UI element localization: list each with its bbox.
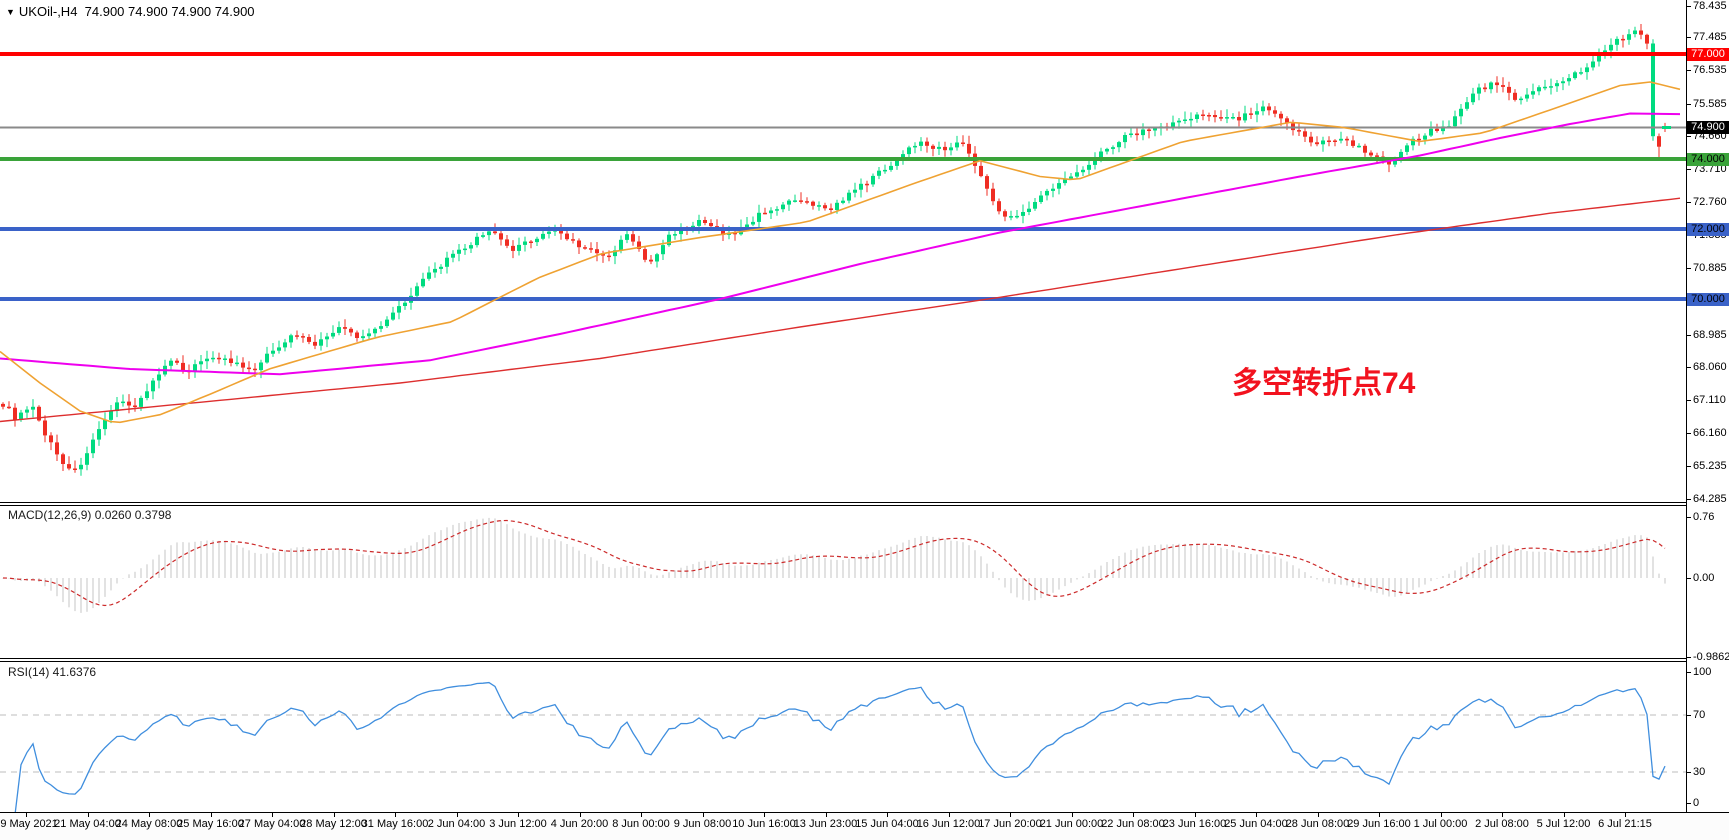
- time-tick: [1133, 813, 1134, 817]
- time-tick: [702, 813, 704, 817]
- macd-canvas[interactable]: [0, 506, 1686, 658]
- price-level-badge: 70.000: [1687, 292, 1729, 306]
- macd-tick-label: -0.9862: [1686, 650, 1729, 663]
- time-tick: [1071, 813, 1073, 817]
- time-tick: [26, 813, 27, 817]
- price-tick-label: 66.160: [1687, 427, 1727, 440]
- price-axis[interactable]: 78.435 77.485 76.535 75.585 74.660 73.710 72.7…: [1686, 0, 1729, 812]
- time-tick-label: 21 May 04:00: [54, 818, 121, 830]
- time-tick-label: 2 Jul 08:00: [1475, 818, 1529, 830]
- time-tick: [1563, 813, 1565, 817]
- chart-annotation-text: 多空转折点74: [1232, 367, 1416, 400]
- time-tick-label: 25 Jun 04:00: [1224, 818, 1288, 830]
- price-tick-label: 70.885: [1687, 262, 1727, 275]
- time-tick: [825, 813, 827, 817]
- time-tick-label: 8 Jun 00:00: [612, 818, 670, 830]
- panel-separator[interactable]: [0, 502, 1729, 506]
- price-level-badge: 74.900: [1687, 121, 1729, 134]
- price-chart-canvas[interactable]: [0, 0, 1686, 502]
- time-tick-label: 23 Jun 16:00: [1162, 818, 1227, 830]
- price-tick-label: 76.535: [1687, 64, 1727, 77]
- price-tick-label: 77.485: [1687, 31, 1727, 44]
- time-tick-label: 25 May 16:00: [177, 818, 244, 830]
- price-tick-label: 68.985: [1687, 328, 1727, 341]
- time-tick: [948, 813, 950, 817]
- time-tick: [579, 813, 581, 817]
- price-tick-label: 68.060: [1687, 360, 1727, 373]
- time-tick-label: 6 Jul 21:15: [1598, 818, 1652, 830]
- time-tick-label: 5 Jul 12:00: [1536, 818, 1591, 830]
- time-tick: [272, 813, 273, 817]
- time-tick: [210, 813, 212, 817]
- panel-separator[interactable]: [0, 658, 1729, 662]
- time-tick-label: 28 Jun 08:00: [1285, 818, 1350, 830]
- price-tick-label: 73.710: [1687, 163, 1727, 176]
- time-tick-label: 2 Jun 04:00: [427, 818, 486, 830]
- rsi-tick-label: 100: [1686, 666, 1712, 679]
- time-tick: [1379, 813, 1380, 817]
- time-tick: [456, 813, 458, 817]
- time-tick-label: 1 Jul 00:00: [1413, 818, 1468, 830]
- time-tick: [1010, 813, 1011, 817]
- chevron-down-icon[interactable]: ▼: [6, 7, 15, 17]
- price-tick-label: 67.110: [1687, 394, 1726, 407]
- rsi-tick-label: 30: [1686, 766, 1706, 778]
- price-tick-label: 65.235: [1687, 459, 1727, 472]
- macd-tick-label: 0.00: [1686, 572, 1715, 584]
- time-tick-label: 3 Jun 12:00: [489, 818, 547, 830]
- price-level-badge: 72.000: [1687, 222, 1729, 236]
- macd-indicator-label: MACD(12,26,9) 0.0260 0.3798: [8, 508, 172, 522]
- time-tick-label: 13 Jun 23:00: [793, 818, 858, 830]
- time-tick: [395, 813, 396, 817]
- price-tick-label: 72.760: [1687, 196, 1727, 209]
- time-tick: [1440, 813, 1442, 817]
- price-level-badge: 77.000: [1687, 47, 1729, 61]
- price-tick-label: 78.435: [1687, 0, 1727, 12]
- time-tick-label: 27 May 04:00: [238, 818, 306, 830]
- time-tick: [1502, 813, 1503, 817]
- time-tick-label: 31 May 16:00: [361, 818, 429, 830]
- time-tick: [333, 813, 335, 817]
- time-tick-label: 17 Jun 20:00: [978, 818, 1042, 830]
- time-tick-label: 15 Jun 04:00: [855, 818, 919, 830]
- symbol-ohlc-label: UKOil-,H4 74.900 74.900 74.900 74.900: [18, 4, 255, 19]
- time-tick-label: 28 May 12:00: [300, 818, 367, 830]
- time-tick-label: 19 May 2021: [0, 818, 58, 830]
- rsi-tick-label: 70: [1686, 709, 1706, 721]
- time-tick-label: 4 Jun 20:00: [550, 818, 609, 830]
- time-axis[interactable]: 19 May 2021 21 May 04:00 24 May 08:00 25 Ma…: [0, 812, 1729, 840]
- time-tick-label: 21 Jun 00:00: [1039, 818, 1104, 830]
- time-tick: [887, 813, 888, 817]
- time-tick: [1625, 813, 1626, 817]
- rsi-canvas[interactable]: [0, 662, 1686, 812]
- time-tick: [641, 813, 642, 817]
- price-level-badge: 74.000: [1687, 152, 1729, 166]
- time-tick: [764, 813, 765, 817]
- rsi-indicator-label: RSI(14) 41.6376: [8, 665, 97, 679]
- time-tick: [1256, 813, 1257, 817]
- time-tick: [1317, 813, 1319, 817]
- price-tick-label: 75.585: [1687, 97, 1727, 110]
- time-tick: [87, 813, 89, 817]
- time-tick-label: 29 Jun 16:00: [1347, 818, 1411, 830]
- price-tick-label: 64.285: [1687, 493, 1727, 506]
- time-tick: [149, 813, 150, 817]
- time-tick: [1194, 813, 1196, 817]
- time-tick: [518, 813, 519, 817]
- macd-tick-label: 0.76: [1686, 511, 1715, 524]
- time-tick-label: 9 Jun 08:00: [673, 818, 732, 830]
- time-tick-label: 10 Jun 16:00: [732, 818, 796, 830]
- rsi-tick-label: 0: [1686, 797, 1700, 809]
- time-tick-label: 22 Jun 08:00: [1101, 818, 1165, 830]
- time-tick-label: 24 May 08:00: [115, 818, 183, 830]
- symbol-title-row: ▼ UKOil-,H4 74.900 74.900 74.900 74.900: [6, 4, 255, 19]
- time-tick-label: 16 Jun 12:00: [916, 818, 981, 830]
